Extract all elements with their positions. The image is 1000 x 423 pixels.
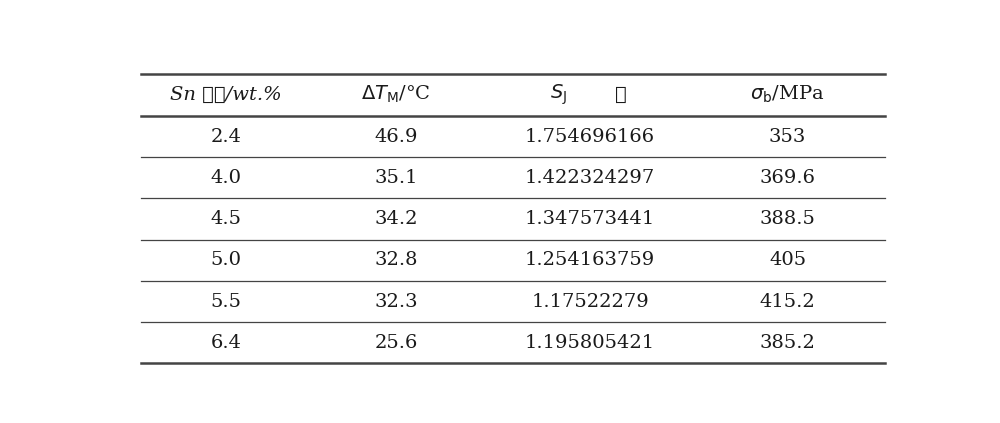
Text: 1.347573441: 1.347573441 (525, 210, 655, 228)
Text: $S_{\mathrm{J}}$: $S_{\mathrm{J}}$ (550, 82, 568, 107)
Text: 369.6: 369.6 (760, 169, 816, 187)
Text: 415.2: 415.2 (760, 293, 816, 310)
Text: 5.5: 5.5 (210, 293, 241, 310)
Text: 34.2: 34.2 (374, 210, 418, 228)
Text: 1.422324297: 1.422324297 (525, 169, 655, 187)
Text: 4.0: 4.0 (210, 169, 241, 187)
Text: 1.195805421: 1.195805421 (525, 334, 655, 352)
Text: 46.9: 46.9 (374, 127, 418, 146)
Text: Sn 含量/wt.%: Sn 含量/wt.% (170, 86, 282, 104)
Text: 值: 值 (615, 86, 627, 104)
Text: 6.4: 6.4 (210, 334, 241, 352)
Text: 25.6: 25.6 (375, 334, 418, 352)
Text: 32.3: 32.3 (374, 293, 418, 310)
Text: 5.0: 5.0 (210, 251, 241, 269)
Text: 353: 353 (769, 127, 806, 146)
Text: 4.5: 4.5 (210, 210, 241, 228)
Text: 1.254163759: 1.254163759 (525, 251, 655, 269)
Text: 35.1: 35.1 (374, 169, 418, 187)
Text: 388.5: 388.5 (760, 210, 816, 228)
Text: 1.17522279: 1.17522279 (531, 293, 649, 310)
Text: 405: 405 (769, 251, 806, 269)
Text: 1.754696166: 1.754696166 (525, 127, 655, 146)
Text: $\sigma_{\mathrm{b}}$/MPa: $\sigma_{\mathrm{b}}$/MPa (750, 84, 825, 105)
Text: 2.4: 2.4 (210, 127, 241, 146)
Text: $\Delta T_{\mathrm{M}}$/°C: $\Delta T_{\mathrm{M}}$/°C (361, 84, 431, 105)
Text: 385.2: 385.2 (760, 334, 816, 352)
Text: 32.8: 32.8 (374, 251, 418, 269)
